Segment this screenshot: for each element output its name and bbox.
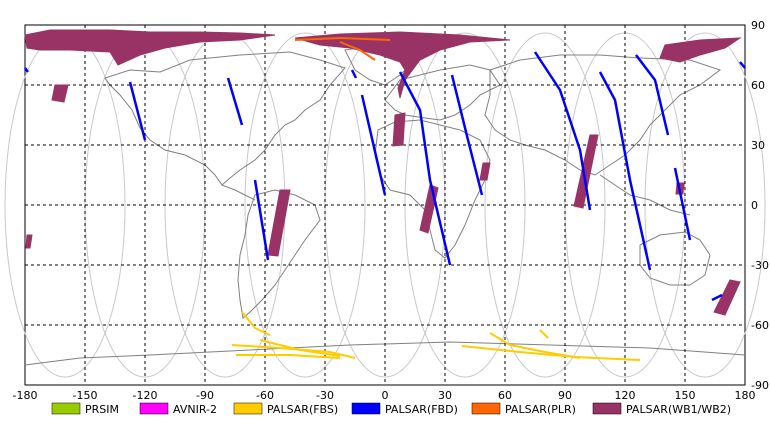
- y-tick-label: 30: [751, 139, 765, 152]
- x-tick-label: -30: [316, 389, 334, 402]
- north-america-coast: [104, 51, 346, 186]
- legend-swatch: [592, 402, 622, 415]
- fbd-swath-12: [24, 67, 29, 73]
- x-tick-label: 60: [498, 389, 512, 402]
- plr-swath-1: [339, 41, 376, 61]
- fbs-swath-6: [461, 345, 641, 361]
- europe-coast: [384, 64, 501, 121]
- wb-swath-new-zealand: [713, 279, 741, 316]
- legend-swatch: [139, 402, 169, 415]
- fbd-swath-13: [739, 61, 746, 69]
- fbd-swath-6: [398, 71, 452, 266]
- x-tick-label: -150: [73, 389, 98, 402]
- southeast-asia-coast: [599, 174, 691, 216]
- orbit-track: [244, 32, 366, 378]
- y-tick-label: 0: [751, 199, 758, 212]
- wb-swath-pacific: [25, 234, 33, 249]
- legend-label: PALSAR(FBD): [385, 403, 458, 416]
- coastlines: [24, 44, 746, 366]
- orbit-track: [484, 32, 606, 378]
- x-tick-label: -90: [196, 389, 214, 402]
- fbs-swaths: [231, 311, 641, 361]
- fbd-swath-5: [360, 94, 387, 196]
- fbs-swath-3: [236, 354, 341, 359]
- legend-label: PALSAR(WB1/WB2): [626, 403, 731, 416]
- wb-swaths: [24, 29, 742, 316]
- x-tick-label: -120: [133, 389, 158, 402]
- fbd-swath-2: [226, 77, 244, 126]
- x-tick-label: -180: [13, 389, 38, 402]
- plr-swaths: [294, 36, 391, 61]
- fbd-swath-7: [450, 74, 484, 196]
- fbd-swath-4: [350, 69, 358, 79]
- australia-coast: [639, 231, 711, 286]
- legend-label: AVNIR-2: [173, 403, 217, 416]
- antarctica-coast: [24, 341, 746, 366]
- legend-label: PALSAR(FBS): [267, 403, 338, 416]
- x-tick-label: 150: [675, 389, 696, 402]
- fbd-swath-11: [673, 167, 692, 241]
- plr-swath-2: [294, 36, 391, 41]
- legend: PRSIM AVNIR-2 PALSAR(FBS) PALSAR(FBD) PALSAR…: [51, 402, 731, 416]
- fbd-swath-8: [533, 51, 592, 211]
- x-axis-ticks: -180 -150 -120 -90 -60 -30 0 30 60 90 120 150 180: [13, 389, 756, 402]
- fbs-swath-7: [539, 329, 549, 339]
- x-tick-label: -60: [256, 389, 274, 402]
- south-america-coast: [237, 189, 321, 319]
- y-tick-label: -90: [751, 379, 769, 392]
- y-tick-label: 60: [751, 79, 765, 92]
- x-tick-label: 0: [382, 389, 389, 402]
- fbs-swath-4: [259, 339, 341, 357]
- fbd-swath-14: [711, 293, 723, 302]
- grid-lines: [25, 25, 745, 385]
- x-tick-label: 120: [615, 389, 636, 402]
- wb-swath-red-sea: [479, 162, 491, 181]
- wb-swath-south-america: [267, 189, 291, 257]
- legend-label: PRSIM: [85, 403, 119, 416]
- legend-swatch: [471, 402, 501, 415]
- wb-swath-north-3: [659, 37, 742, 63]
- fbs-swath-1: [241, 311, 271, 336]
- y-tick-label: 90: [751, 19, 765, 32]
- wb-swath-india: [573, 134, 599, 209]
- wb-swath-north-1: [24, 29, 276, 66]
- x-tick-label: 180: [735, 389, 756, 402]
- y-axis-ticks: 90 60 30 0 -30 -60 -90: [751, 19, 769, 392]
- fbd-swath-3: [253, 179, 270, 261]
- africa-coast: [374, 119, 491, 259]
- fbd-swaths: [24, 51, 746, 302]
- x-tick-label: 90: [558, 389, 572, 402]
- fbd-swath-1: [128, 81, 147, 141]
- y-tick-label: -60: [751, 319, 769, 332]
- fbd-swath-10: [635, 54, 670, 136]
- legend-swatch: [351, 402, 381, 415]
- legend-swatch: [51, 402, 81, 415]
- legend-swatch: [233, 402, 263, 415]
- x-tick-label: 30: [438, 389, 452, 402]
- legend-label: PALSAR(PLR): [505, 403, 576, 416]
- y-tick-label: -30: [751, 259, 769, 272]
- fbd-swath-9: [598, 71, 652, 271]
- wb-swath-atlantic: [392, 112, 406, 147]
- asia-coast: [484, 54, 722, 176]
- wb-swath-alaska: [51, 84, 69, 103]
- central-america-coast: [221, 184, 256, 201]
